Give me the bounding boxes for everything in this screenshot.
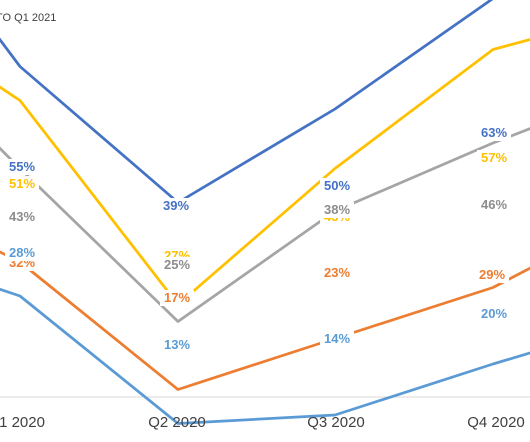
data-label: 28% [9, 245, 35, 260]
x-tick-label: 1 2020 [0, 414, 45, 431]
series-line-2 [0, 38, 530, 306]
data-label: 38% [324, 202, 350, 217]
series-layer [0, 0, 530, 425]
data-label-bg [477, 125, 511, 141]
data-label-bg [5, 176, 39, 192]
data-label-layer: 55%39%50%63%51%27%43%57%43%25%38%46%32%1… [5, 125, 511, 353]
data-label: 23% [324, 265, 350, 280]
data-label: 51% [9, 176, 35, 191]
x-tick-layer: 1 2020 Q2 2020 Q3 2020 Q4 2020 [0, 414, 525, 431]
data-label: 25% [164, 257, 190, 272]
data-label: 17% [164, 290, 190, 305]
x-tick-label: Q4 2020 [467, 414, 525, 431]
data-label-bg [477, 306, 511, 322]
data-label-bg [160, 337, 194, 353]
data-label-bg [160, 257, 194, 273]
chart-title: TO Q1 2021 [0, 12, 56, 24]
data-label: 46% [481, 197, 507, 212]
data-label: 57% [481, 150, 507, 165]
data-label: 43% [9, 209, 35, 224]
data-label-bg [477, 150, 511, 166]
data-label: 13% [164, 337, 190, 352]
data-label-bg [320, 265, 354, 281]
data-label-bg [5, 209, 39, 225]
data-label: 20% [481, 306, 507, 321]
data-label: 14% [324, 331, 350, 346]
data-label-bg [159, 198, 193, 214]
data-label-bg [5, 159, 39, 175]
data-label: 55% [9, 159, 35, 174]
x-tick-label: Q2 2020 [148, 414, 206, 431]
data-label-bg [160, 290, 194, 306]
data-label-bg [5, 245, 39, 261]
data-label: 29% [479, 267, 505, 282]
data-label-bg [477, 197, 511, 213]
series-line-5 [0, 287, 530, 425]
series-line-4 [0, 250, 530, 391]
series-line-1 [0, 0, 494, 204]
data-label-bg [475, 267, 509, 283]
data-label: 63% [481, 125, 507, 140]
data-label-bg [320, 202, 354, 218]
data-label-bg [320, 331, 354, 347]
data-label: 50% [324, 178, 350, 193]
data-label-bg [320, 178, 354, 194]
series-line-3 [0, 127, 530, 323]
data-label: 39% [163, 198, 189, 213]
x-tick-label: Q3 2020 [307, 414, 365, 431]
